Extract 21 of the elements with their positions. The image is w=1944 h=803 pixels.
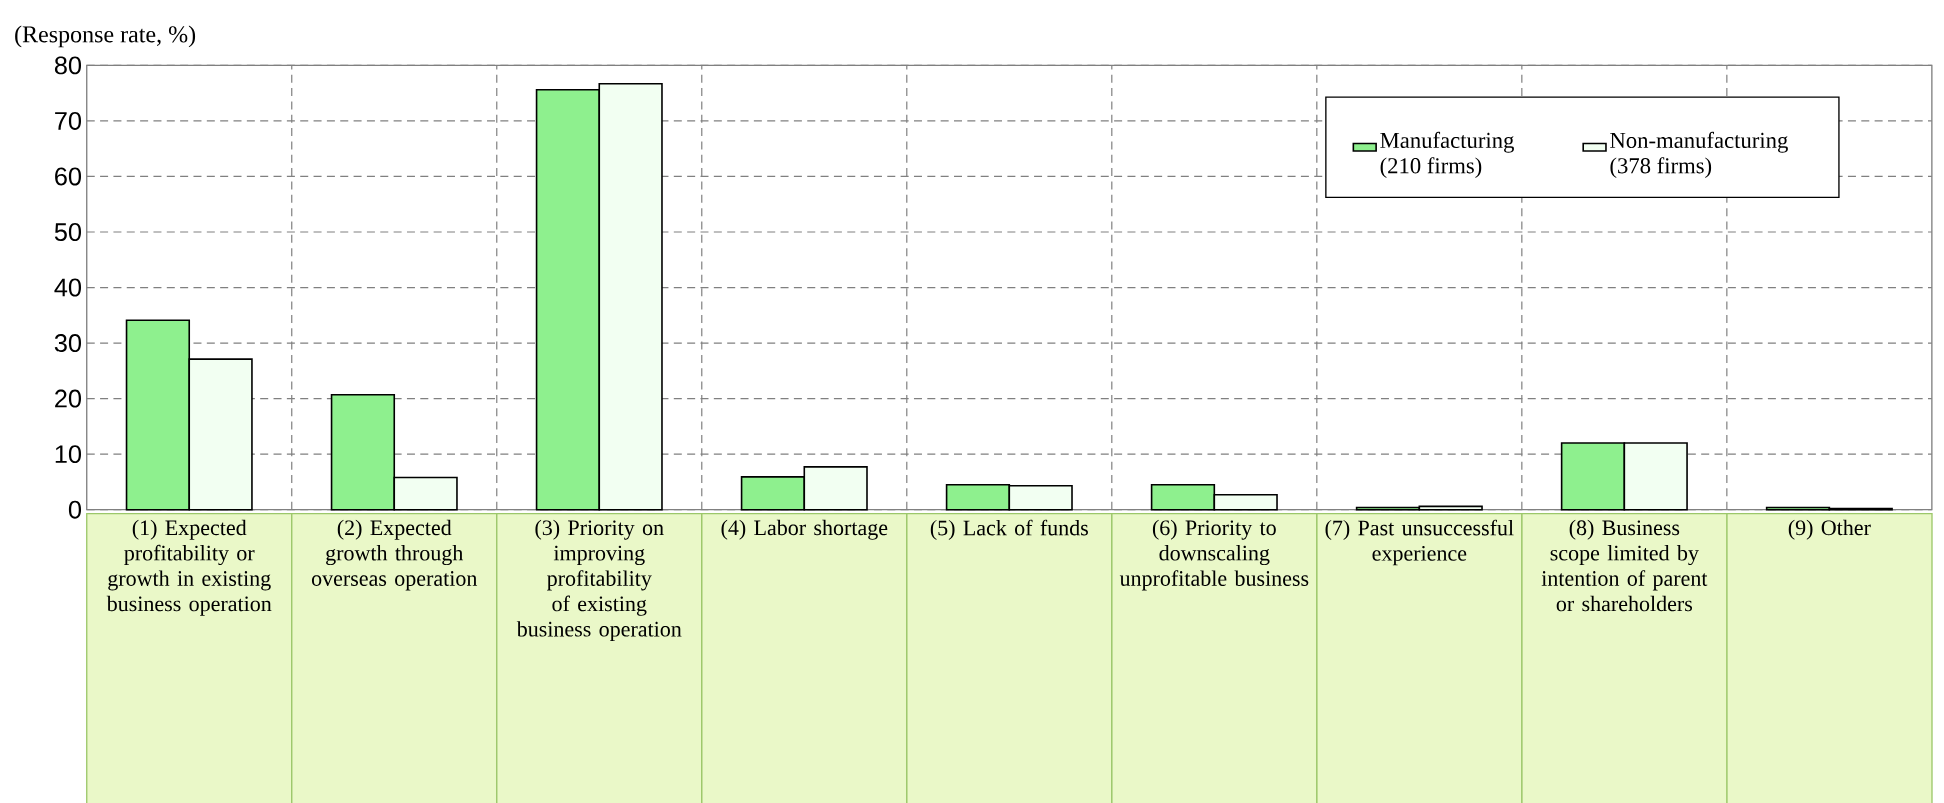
x-tick-label: (9) Other bbox=[1788, 519, 1871, 540]
x-tick-label: (1) Expected profitability or growth in existing business operation bbox=[106, 519, 272, 616]
y-tick-label: 40 bbox=[54, 278, 82, 297]
x-tick-label: (8) Business scope limited by intention of parent or shareholders bbox=[1541, 519, 1708, 612]
y-tick-label: 10 bbox=[55, 445, 82, 464]
x-tick-label: (7) Past unsuccessful experience bbox=[1325, 519, 1514, 566]
y-tick-label: 80 bbox=[54, 56, 82, 75]
y-tick-label: 0 bbox=[68, 500, 82, 519]
x-tick-label: (3) Priority on improving profitability of existing business operation bbox=[516, 519, 682, 641]
y-tick-label: 50 bbox=[54, 222, 82, 241]
y-tick-label: 70 bbox=[55, 111, 82, 130]
y-tick-label: 60 bbox=[55, 167, 82, 186]
legend-label: Manufacturing (210 firms) bbox=[1380, 131, 1514, 178]
x-tick-label: (4) Labor shortage bbox=[721, 519, 888, 540]
y-tick-label: 30 bbox=[54, 333, 82, 352]
legend-label: Non-manufacturing (378 firms) bbox=[1610, 131, 1788, 178]
x-tick-label: (5) Lack of funds bbox=[930, 519, 1088, 540]
x-tick-label: (6) Priority to downscaling unprofitable business bbox=[1119, 519, 1309, 591]
y-axis-title: (Response rate, %) bbox=[15, 25, 196, 48]
x-tick-label: (2) Expected growth through overseas operation bbox=[311, 519, 478, 591]
y-tick-label: 20 bbox=[55, 389, 82, 408]
